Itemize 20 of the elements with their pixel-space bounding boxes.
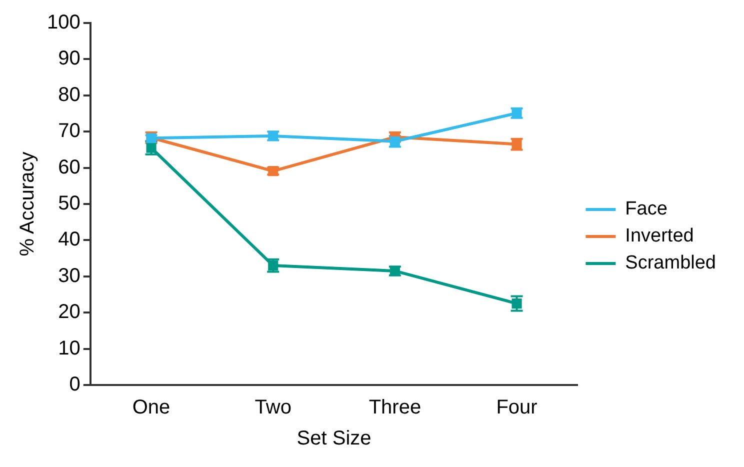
x-tick-label: Three — [368, 396, 422, 419]
y-tick-label: 20 — [58, 301, 80, 324]
y-tick-label: 0 — [69, 374, 80, 396]
y-tick-label: 50 — [58, 192, 80, 215]
y-tick-label: 70 — [58, 120, 80, 142]
y-tick-label: 10 — [58, 337, 80, 360]
y-tick-label: 30 — [58, 264, 80, 287]
y-tick-label: 80 — [58, 84, 80, 106]
x-tick-label: One — [132, 396, 170, 419]
x-tick-label: Four — [496, 396, 538, 419]
x-tick-label: Two — [254, 396, 292, 419]
x-axis-title: Set Size — [296, 428, 372, 450]
y-tick-label: 60 — [58, 156, 80, 178]
legend-label: Scrambled — [625, 252, 716, 274]
y-axis-title: % Accuracy — [16, 152, 39, 256]
y-tick-label: 90 — [58, 48, 80, 70]
y-tick-label: 40 — [58, 228, 80, 251]
legend-label: Face — [625, 198, 668, 220]
legend-label: Inverted — [625, 226, 694, 247]
y-tick-label: 100 — [46, 12, 80, 34]
